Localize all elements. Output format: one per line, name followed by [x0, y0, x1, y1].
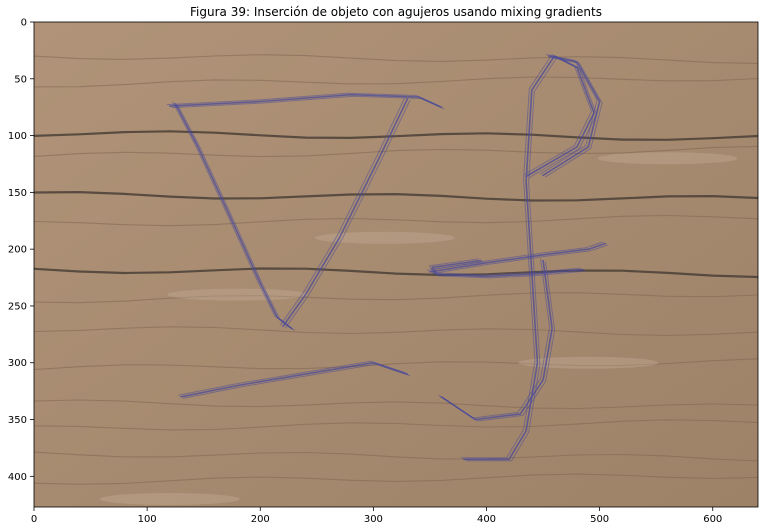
x-tick-label: 200 [251, 514, 270, 525]
x-tick-label: 300 [364, 514, 383, 525]
x-tick-label: 600 [703, 514, 722, 525]
x-tick-label: 500 [590, 514, 609, 525]
chart-title: Figura 39: Inserción de objeto con aguje… [190, 5, 602, 19]
x-tick-label: 0 [31, 514, 37, 525]
y-tick-label: 350 [8, 415, 27, 426]
x-axis: 0 100 200 300 400 500 600 [31, 507, 722, 525]
grain-highlight [598, 152, 738, 164]
y-tick-label: 250 [8, 301, 27, 312]
y-tick-label: 100 [8, 131, 27, 142]
y-tick-label: 0 [21, 18, 27, 29]
y-tick-label: 200 [8, 245, 27, 256]
grain-highlight [100, 493, 240, 505]
x-tick-label: 400 [477, 514, 496, 525]
y-tick-label: 300 [8, 358, 27, 369]
y-tick-label: 50 [14, 74, 27, 85]
x-tick-label: 100 [138, 514, 157, 525]
grain-highlight [168, 289, 308, 301]
y-tick-label: 400 [8, 472, 27, 483]
y-tick-label: 150 [8, 188, 27, 199]
y-axis: 0 50 100 150 200 250 300 350 400 [8, 18, 34, 483]
plot-area [34, 22, 758, 507]
